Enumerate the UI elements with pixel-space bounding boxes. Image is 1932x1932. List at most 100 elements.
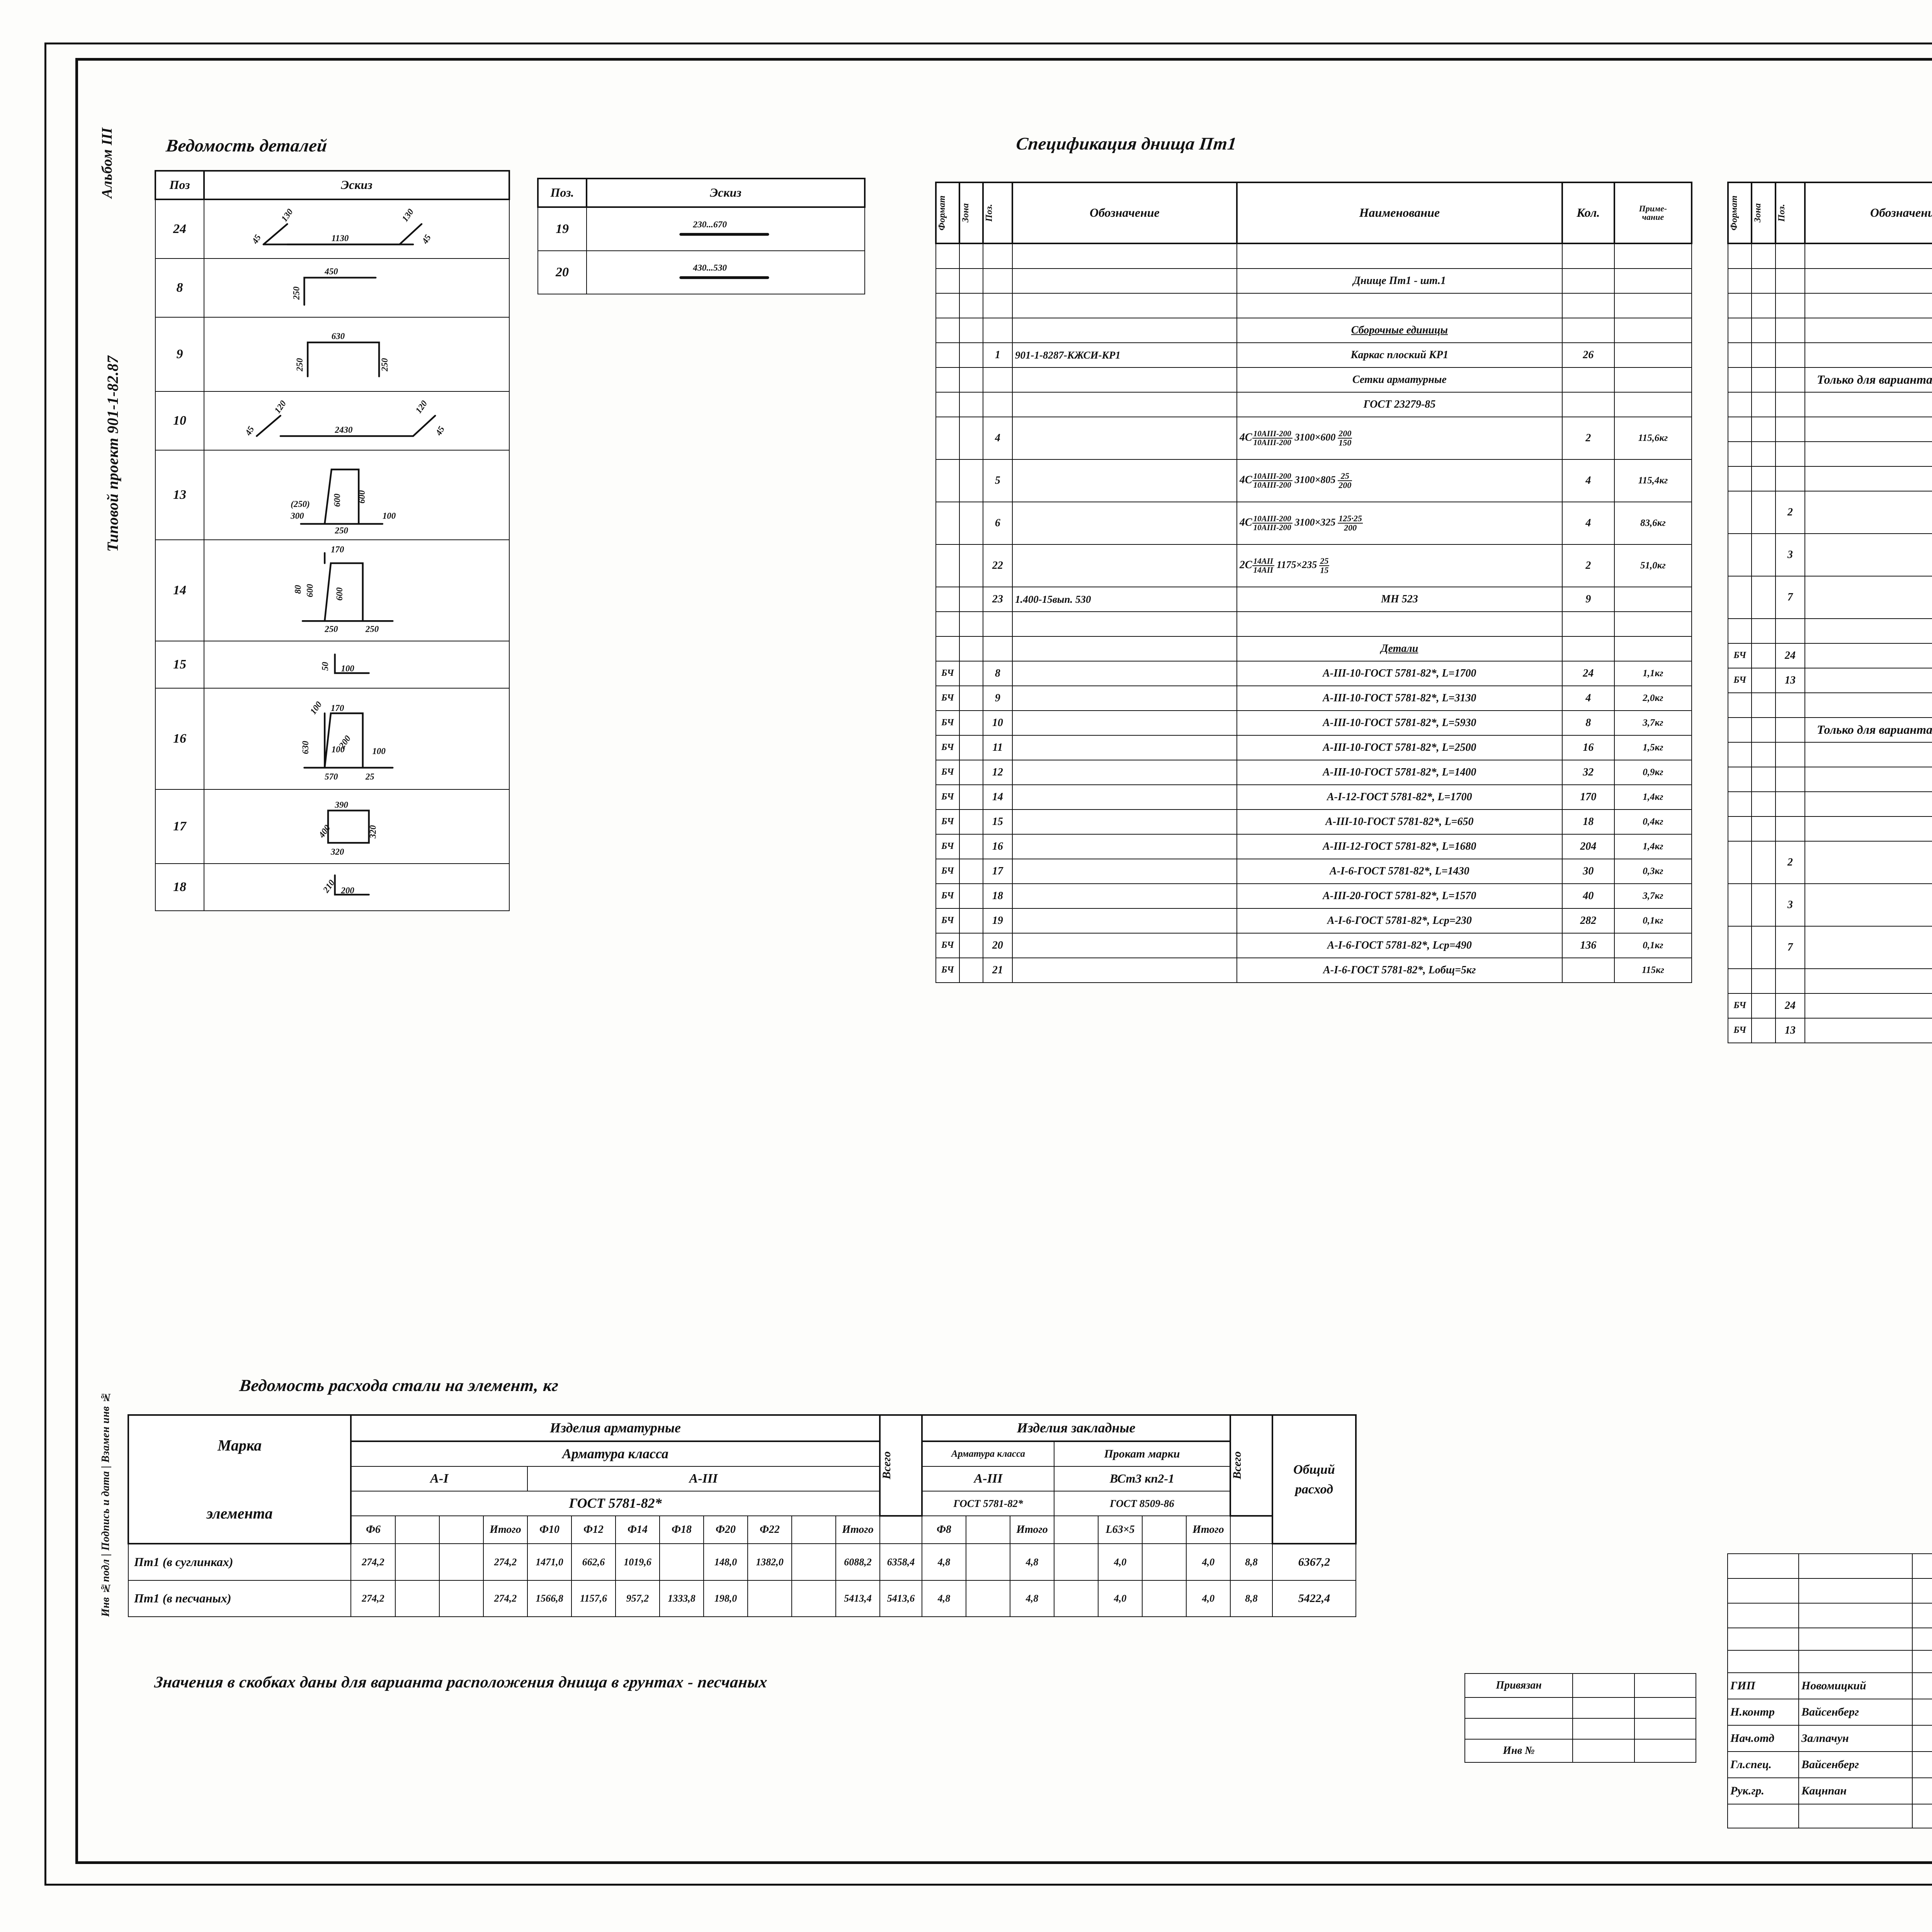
spec-cell-format: [1727, 883, 1752, 927]
spec-cell-qty: 282: [1561, 908, 1615, 934]
parts-row-sketch: 45 1130 45 130 130: [204, 199, 510, 259]
spec-header-4: Наименование: [1236, 182, 1563, 244]
spec-cell-poz: [1775, 791, 1806, 817]
revision-cell[interactable]: [1912, 1628, 1932, 1651]
spec-row: [1727, 392, 1932, 417]
steel-val-a3-0: 1471,0: [527, 1543, 572, 1581]
spec-cell-name: А-I-6-ГОСТ 5781-82*, Lср=230: [1236, 908, 1563, 934]
revision-cell-1[interactable]: [1798, 1553, 1913, 1579]
spec-header-0: Формат: [1727, 182, 1753, 244]
spec-row: 33С10АIII-20012АIII-2002170×57050502118,…: [1727, 533, 1932, 577]
spec-cell-format: [1727, 243, 1752, 269]
title-blank-cell[interactable]: [1798, 1804, 1913, 1828]
spec-cell-note: 2,0кг: [1614, 685, 1692, 711]
role-signature[interactable]: [1912, 1777, 1932, 1804]
binding-blank-2[interactable]: [1634, 1673, 1697, 1698]
revision-cell[interactable]: [1727, 1578, 1799, 1604]
parts-row-poz: 14: [155, 539, 204, 641]
revision-cell[interactable]: [1798, 1603, 1913, 1628]
revision-cell[interactable]: [1912, 1603, 1932, 1628]
spec-cell-name: [1236, 293, 1563, 318]
spec-cell-note: 0,3кг: [1614, 859, 1692, 884]
spec-row: Только для варианта грунты - песчаные: [1727, 717, 1932, 743]
binding-row: [1464, 1718, 1697, 1740]
spec-cell-designation: [1012, 293, 1237, 318]
spec-cell-poz: [1775, 367, 1806, 393]
steel-val-a3-5: 1382,0: [747, 1543, 792, 1581]
spec-cell-zone: [1751, 392, 1776, 417]
steel-val-emb-a3-1: [966, 1543, 1010, 1581]
binding-inv-cell-1[interactable]: [1572, 1739, 1635, 1763]
binding-cell-b[interactable]: [1572, 1697, 1635, 1719]
steel-val-a1-1: [395, 1580, 440, 1617]
steel-head-row-1: Марка элемента Изделия арматурные Всего Изде…: [128, 1414, 1357, 1544]
spec-cell-format: [1727, 466, 1752, 492]
spec-cell-poz: [1775, 268, 1806, 294]
title-blank-cell[interactable]: [1912, 1804, 1932, 1828]
spec-cell-designation: [1012, 859, 1237, 884]
spec-cell-format: [1727, 441, 1752, 467]
role-signature[interactable]: [1912, 1751, 1932, 1778]
steel-val-a3-3: 1333,8: [659, 1580, 704, 1617]
spec-cell-zone: [1751, 417, 1776, 442]
spec-cell-zone: [1751, 643, 1776, 668]
spec-cell-qty: [1561, 611, 1615, 637]
spec-cell-poz: [982, 243, 1013, 269]
spec-cell-poz: 3: [1775, 883, 1806, 927]
spec-row: [1727, 742, 1932, 767]
svg-text:45: 45: [250, 233, 263, 246]
steel-val-a3-4: 198,0: [703, 1580, 748, 1617]
parts-row-sketch: 45 2430 45 120 120: [204, 391, 510, 451]
svg-text:1130: 1130: [332, 233, 349, 243]
spec-cell-zone: [959, 367, 983, 393]
parts-table-row: 9 250 630 250: [155, 317, 510, 392]
binding-cell-c[interactable]: [1634, 1697, 1697, 1719]
revision-cell[interactable]: [1912, 1578, 1932, 1604]
spec-cell-qty: 136: [1561, 933, 1615, 958]
role-signature[interactable]: [1912, 1672, 1932, 1699]
steel-vsego-arm: Всего: [879, 1414, 923, 1517]
steel-row-mark: Пт1 (в песчаных): [128, 1580, 351, 1617]
revision-cell[interactable]: [1727, 1603, 1799, 1628]
spec-cell-format: [1727, 791, 1752, 817]
spec-cell-zone: [1751, 441, 1776, 467]
spec-cell-format: [1727, 293, 1752, 318]
binding-inv-cell-2[interactable]: [1634, 1739, 1697, 1763]
role-label: ГИП: [1727, 1672, 1799, 1699]
spec-cell-format: БЧ: [935, 809, 960, 835]
spec-cell-name: Сборочные единицы: [1236, 318, 1563, 343]
spec-cell-zone: [959, 957, 983, 983]
spec-cell-qty: 204: [1561, 834, 1615, 859]
binding-blank-1[interactable]: [1572, 1673, 1635, 1698]
revision-cell[interactable]: [1727, 1628, 1799, 1651]
revision-cell[interactable]: [1727, 1650, 1799, 1673]
spec-cell-qty: 4: [1561, 459, 1615, 502]
spec-cell-designation: [1804, 968, 1932, 994]
spec-cell-format: [935, 587, 960, 612]
binding-cell-a[interactable]: [1464, 1718, 1573, 1740]
title-blank-cell[interactable]: [1727, 1804, 1799, 1828]
revision-cell-0[interactable]: [1727, 1553, 1799, 1579]
revision-cell[interactable]: [1912, 1650, 1932, 1673]
spec-main-table: Формат Зона Поз. Обозначение Наименование Кол…: [935, 182, 1693, 983]
spec-cell-designation: [1804, 318, 1932, 343]
revision-cell[interactable]: [1798, 1628, 1913, 1651]
steel-head-row-3: А-I А-III А-III ВСт3 кп2-1: [128, 1466, 1356, 1492]
svg-text:600: 600: [335, 587, 344, 601]
revision-cell[interactable]: [1798, 1650, 1913, 1673]
spec-cell-format: [1727, 576, 1752, 619]
spec-row: БЧ 8 А-III-10-ГОСТ 5781-82*, L=1700 24 1,1кг: [935, 661, 1692, 686]
spec-cell-poz: 8: [982, 661, 1013, 686]
role-signature[interactable]: [1912, 1725, 1932, 1752]
binding-cell-c[interactable]: [1634, 1718, 1697, 1740]
role-signature[interactable]: [1912, 1699, 1932, 1726]
spec-cell-zone: [1751, 533, 1776, 577]
binding-cell-a[interactable]: [1464, 1697, 1573, 1719]
revision-cell-2[interactable]: [1912, 1553, 1932, 1579]
spec-cell-qty: 30: [1561, 859, 1615, 884]
binding-cell-b[interactable]: [1572, 1718, 1635, 1740]
svg-text:250: 250: [335, 526, 349, 534]
revision-cell[interactable]: [1798, 1578, 1913, 1604]
spec-cell-designation: [1804, 816, 1932, 842]
